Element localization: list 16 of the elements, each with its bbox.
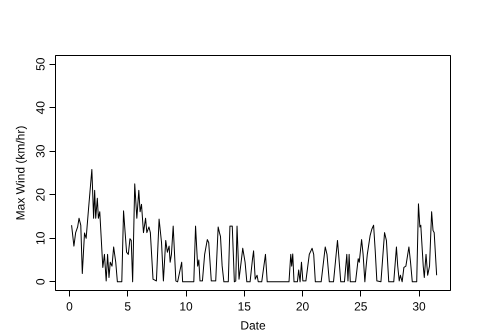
x-tick-label: 10 xyxy=(179,300,193,314)
y-tick-label: 10 xyxy=(34,231,48,245)
x-tick-label: 30 xyxy=(412,300,426,314)
y-tick-label: 50 xyxy=(34,57,48,71)
x-tick-label: 5 xyxy=(124,300,132,314)
x-tick-label: 15 xyxy=(238,300,252,314)
x-tick-label: 20 xyxy=(296,300,310,314)
y-tick-label: 20 xyxy=(34,188,48,202)
line-series xyxy=(71,169,438,282)
x-axis-title: Date xyxy=(240,318,266,332)
y-tick-label: 40 xyxy=(34,100,48,114)
y-axis-title: Max Wind (km/hr) xyxy=(14,126,28,220)
y-tick-label: 0 xyxy=(34,278,48,286)
x-tick-label: 25 xyxy=(354,300,368,314)
x-tick-label: 0 xyxy=(66,300,74,314)
y-tick-label: 30 xyxy=(34,144,48,158)
